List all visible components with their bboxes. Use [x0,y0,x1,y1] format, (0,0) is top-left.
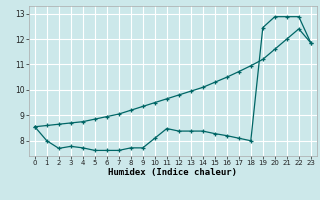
X-axis label: Humidex (Indice chaleur): Humidex (Indice chaleur) [108,168,237,177]
